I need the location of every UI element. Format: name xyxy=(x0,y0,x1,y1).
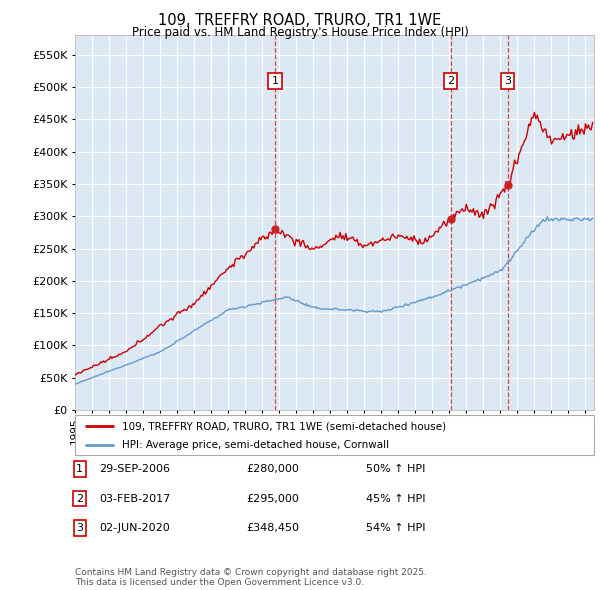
Text: 109, TREFFRY ROAD, TRURO, TR1 1WE (semi-detached house): 109, TREFFRY ROAD, TRURO, TR1 1WE (semi-… xyxy=(122,421,446,431)
Text: 2: 2 xyxy=(76,494,83,503)
FancyBboxPatch shape xyxy=(75,415,594,455)
Text: £295,000: £295,000 xyxy=(246,494,299,503)
Text: Price paid vs. HM Land Registry's House Price Index (HPI): Price paid vs. HM Land Registry's House … xyxy=(131,26,469,39)
Text: 2: 2 xyxy=(447,76,454,86)
Text: 1: 1 xyxy=(76,464,83,474)
Text: Contains HM Land Registry data © Crown copyright and database right 2025.
This d: Contains HM Land Registry data © Crown c… xyxy=(75,568,427,587)
Text: 3: 3 xyxy=(76,523,83,533)
Text: 1: 1 xyxy=(271,76,278,86)
Text: 109, TREFFRY ROAD, TRURO, TR1 1WE: 109, TREFFRY ROAD, TRURO, TR1 1WE xyxy=(158,13,442,28)
Text: 54% ↑ HPI: 54% ↑ HPI xyxy=(366,523,425,533)
Text: 3: 3 xyxy=(504,76,511,86)
Text: 29-SEP-2006: 29-SEP-2006 xyxy=(99,464,170,474)
Text: £348,450: £348,450 xyxy=(246,523,299,533)
Text: 50% ↑ HPI: 50% ↑ HPI xyxy=(366,464,425,474)
Text: HPI: Average price, semi-detached house, Cornwall: HPI: Average price, semi-detached house,… xyxy=(122,440,389,450)
Text: 03-FEB-2017: 03-FEB-2017 xyxy=(99,494,170,503)
Text: 45% ↑ HPI: 45% ↑ HPI xyxy=(366,494,425,503)
Text: £280,000: £280,000 xyxy=(246,464,299,474)
Text: 02-JUN-2020: 02-JUN-2020 xyxy=(99,523,170,533)
